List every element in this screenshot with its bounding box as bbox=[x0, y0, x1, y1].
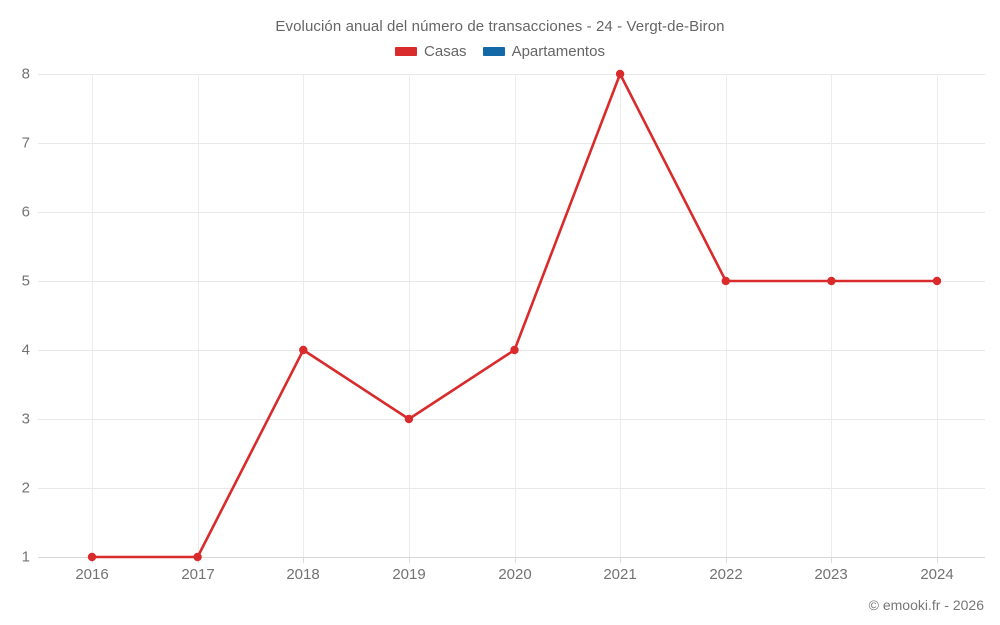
legend-item-apartamentos[interactable]: Apartamentos bbox=[482, 43, 605, 60]
gridline-vertical bbox=[831, 74, 832, 557]
y-tick-label: 1 bbox=[21, 548, 30, 566]
x-tick-label: 2017 bbox=[181, 566, 215, 583]
y-axis: 1 2 3 4 5 6 7 8 bbox=[0, 66, 30, 566]
y-tick-label: 3 bbox=[21, 410, 30, 428]
x-axis: 2016 2017 2018 2019 2020 2021 2022 2023 2024 bbox=[38, 566, 985, 588]
gridline-horizontal bbox=[38, 557, 985, 558]
x-tick-label: 2016 bbox=[75, 566, 109, 583]
legend-label-apartamentos: Apartamentos bbox=[511, 43, 605, 60]
series-layer bbox=[87, 69, 942, 562]
gridline-horizontal bbox=[38, 143, 985, 144]
x-tick-mark bbox=[92, 557, 93, 563]
x-tick-label: 2021 bbox=[603, 566, 637, 583]
x-tick-mark bbox=[620, 557, 621, 563]
gridline-vertical bbox=[620, 74, 621, 557]
y-tick-label: 5 bbox=[21, 272, 30, 290]
x-tick-label: 2018 bbox=[286, 566, 320, 583]
gridline-vertical bbox=[303, 74, 304, 557]
footer-copyright: © emooki.fr - 2026 bbox=[868, 597, 984, 613]
x-tick-mark bbox=[198, 557, 199, 563]
gridline-horizontal bbox=[38, 488, 985, 489]
x-tick-mark bbox=[831, 557, 832, 563]
gridline-horizontal bbox=[38, 350, 985, 351]
gridline-horizontal bbox=[38, 419, 985, 420]
gridline-vertical bbox=[726, 74, 727, 557]
gridline-vertical bbox=[198, 74, 199, 557]
legend-label-casas: Casas bbox=[424, 43, 467, 60]
y-tick-label: 6 bbox=[21, 203, 30, 221]
x-tick-mark bbox=[937, 557, 938, 563]
legend-color-swatch-casas bbox=[395, 47, 418, 56]
chart-legend: Casas Apartamentos bbox=[0, 44, 1000, 59]
x-tick-label: 2023 bbox=[814, 566, 848, 583]
legend-item-casas[interactable]: Casas bbox=[395, 44, 467, 59]
x-tick-label: 2022 bbox=[709, 566, 743, 583]
gridline-vertical bbox=[937, 74, 938, 557]
gridline-horizontal bbox=[38, 212, 985, 213]
gridline-vertical bbox=[515, 74, 516, 557]
gridline-horizontal bbox=[38, 74, 985, 75]
gridline-horizontal bbox=[38, 281, 985, 282]
y-tick-label: 7 bbox=[21, 134, 30, 152]
x-tick-label: 2019 bbox=[392, 566, 426, 583]
x-tick-label: 2020 bbox=[498, 566, 532, 583]
y-tick-label: 2 bbox=[21, 479, 30, 497]
chart-title: Evolución anual del número de transaccio… bbox=[275, 18, 725, 35]
x-tick-mark bbox=[726, 557, 727, 563]
plot-area bbox=[38, 69, 985, 563]
x-tick-mark bbox=[515, 557, 516, 563]
x-tick-label: 2024 bbox=[920, 566, 954, 583]
y-tick-label: 8 bbox=[21, 65, 30, 83]
gridline-vertical bbox=[92, 74, 93, 557]
y-tick-label: 4 bbox=[21, 341, 30, 359]
x-tick-mark bbox=[409, 557, 410, 563]
gridline-vertical bbox=[409, 74, 410, 557]
legend-color-swatch-apartamentos bbox=[482, 47, 505, 56]
x-tick-mark bbox=[303, 557, 304, 563]
